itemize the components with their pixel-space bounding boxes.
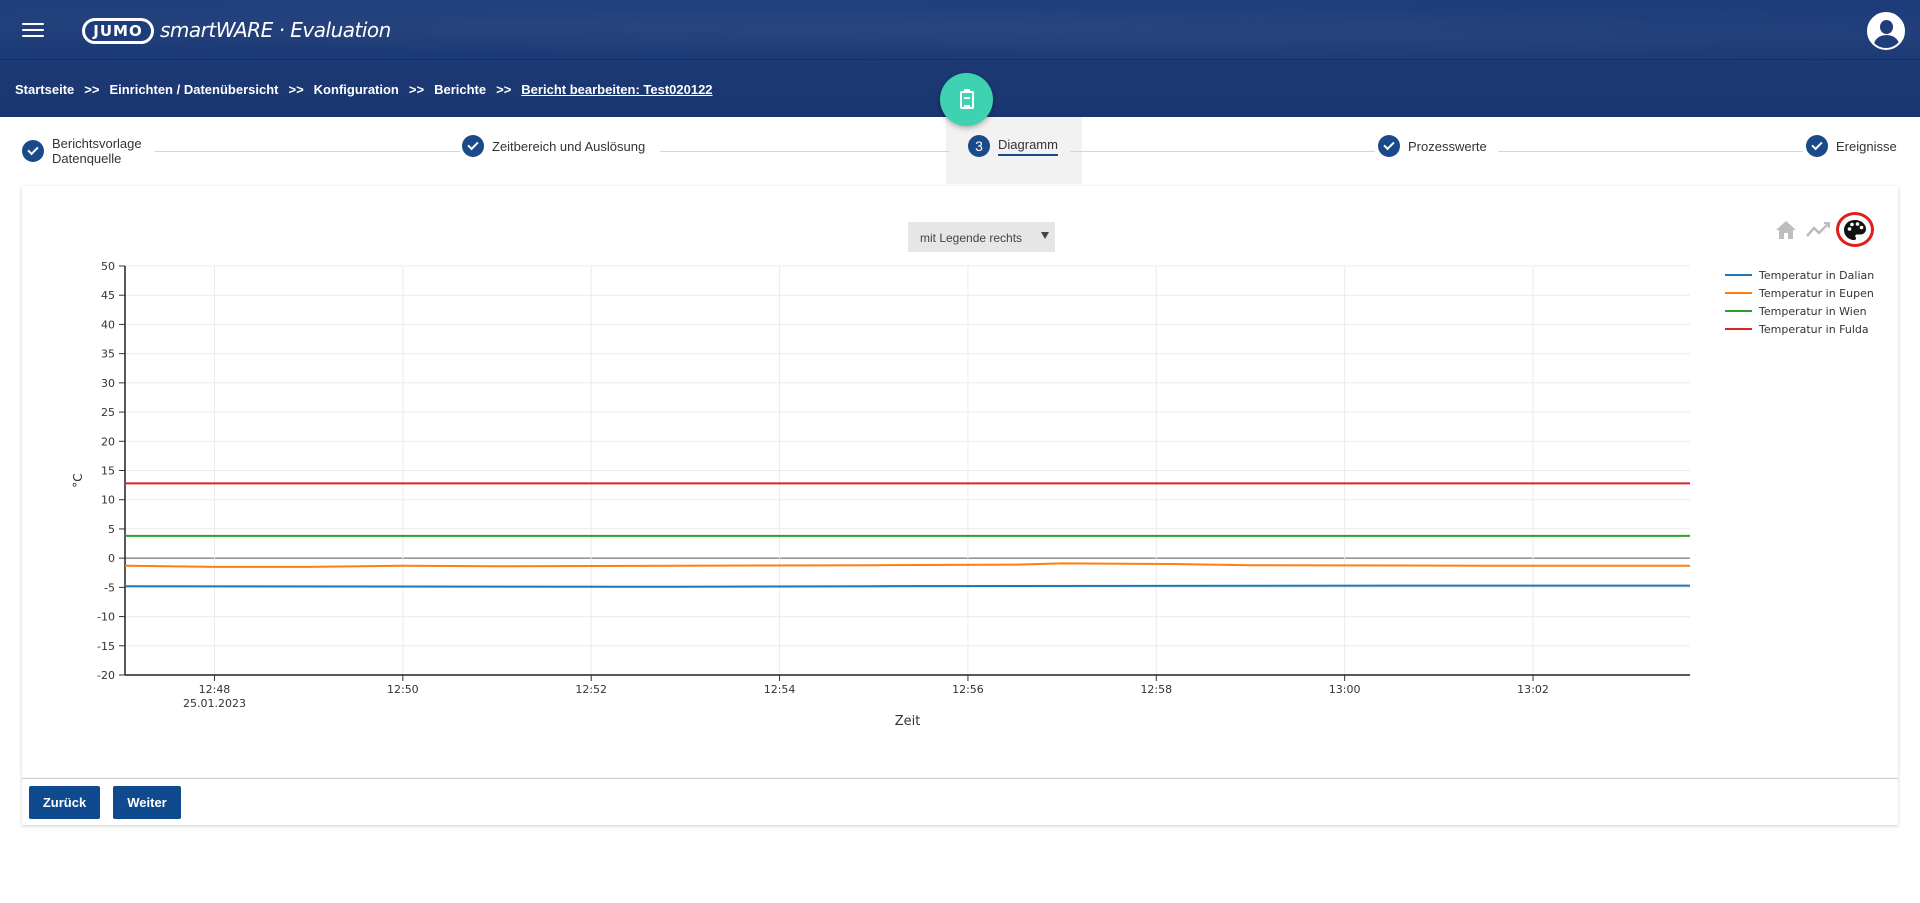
breadcrumb-separator: >> xyxy=(84,82,100,97)
y-tick-label: 20 xyxy=(101,435,115,448)
x-tick-label: 12:58 xyxy=(1140,683,1172,696)
x-axis-label: Zeit xyxy=(895,714,921,729)
x-tick-label: 13:00 xyxy=(1329,683,1361,696)
app-title: smartWARE · Evaluation xyxy=(160,18,391,42)
y-tick-label: 5 xyxy=(108,523,115,536)
palette-icon[interactable] xyxy=(1836,212,1874,247)
next-button[interactable]: Weiter xyxy=(113,786,181,819)
y-tick-label: 10 xyxy=(101,494,115,507)
logo-text: JUMO xyxy=(85,21,151,41)
top-bar: JUMO smartWARE · Evaluation xyxy=(0,0,1920,60)
y-tick-label: 0 xyxy=(108,552,115,565)
breadcrumb-item-data-overview[interactable]: Einrichten / Datenübersicht xyxy=(109,82,279,97)
breadcrumb: Startseite >> Einrichten / Datenübersich… xyxy=(15,82,713,97)
legend-entry: Temperatur in Wien xyxy=(1758,305,1867,318)
legend-position-select[interactable]: mit Legende rechts xyxy=(908,222,1055,252)
legend-entry: Temperatur in Fulda xyxy=(1758,323,1869,336)
breadcrumb-separator: >> xyxy=(288,82,304,97)
step-report-template[interactable]: Berichtsvorlage Datenquelle xyxy=(22,136,142,166)
legend-entry: Temperatur in Dalian xyxy=(1758,269,1874,282)
step-number: 3 xyxy=(968,135,990,157)
y-tick-label: -20 xyxy=(97,669,115,682)
y-tick-label: 15 xyxy=(101,465,115,478)
x-date-label: 25.01.2023 xyxy=(183,697,246,710)
y-tick-label: 40 xyxy=(101,318,115,331)
step-diagram[interactable]: 3 Diagramm xyxy=(968,135,1058,157)
x-tick-label: 12:52 xyxy=(575,683,607,696)
clipboard-fab-button[interactable] xyxy=(940,73,993,126)
jumo-logo: JUMO xyxy=(82,18,154,44)
home-icon[interactable] xyxy=(1772,216,1800,244)
user-avatar-icon[interactable] xyxy=(1867,12,1905,50)
y-axis-label: °C xyxy=(71,473,85,487)
y-tick-label: 30 xyxy=(101,377,115,390)
x-tick-label: 12:48 xyxy=(199,683,231,696)
check-icon xyxy=(1806,135,1828,157)
check-icon xyxy=(462,135,484,157)
series-line-1 xyxy=(124,584,1690,588)
hamburger-menu-icon[interactable] xyxy=(22,20,44,40)
step-label: Prozesswerte xyxy=(1408,138,1487,154)
step-connector xyxy=(155,151,460,152)
step-label: Diagramm xyxy=(998,137,1058,156)
y-tick-label: -5 xyxy=(104,581,115,594)
x-tick-label: 12:50 xyxy=(387,683,419,696)
step-time-range[interactable]: Zeitbereich und Auslösung xyxy=(462,135,645,157)
clipboard-icon xyxy=(959,88,974,109)
x-tick-label: 12:56 xyxy=(952,683,984,696)
legend-select-value: mit Legende rechts xyxy=(920,231,1023,245)
y-tick-label: 50 xyxy=(101,260,115,273)
footer-actions: Zurück Weiter xyxy=(22,778,1898,825)
x-tick-label: 13:02 xyxy=(1517,683,1549,696)
step-connector xyxy=(660,151,950,152)
y-tick-label: -10 xyxy=(97,611,115,624)
x-tick-label: 12:54 xyxy=(764,683,796,696)
step-label: Zeitbereich und Auslösung xyxy=(492,138,646,154)
step-process-values[interactable]: Prozesswerte xyxy=(1378,135,1487,157)
breadcrumb-separator: >> xyxy=(496,82,512,97)
breadcrumb-item-configuration[interactable]: Konfiguration xyxy=(313,82,399,97)
step-connector xyxy=(1498,151,1803,152)
breadcrumb-current[interactable]: Bericht bearbeiten: Test020122 xyxy=(521,82,713,97)
step-label-secondary: Datenquelle xyxy=(52,151,122,166)
app-header: JUMO smartWARE · Evaluation Startseite >… xyxy=(0,0,1920,117)
legend-entry: Temperatur in Eupen xyxy=(1758,287,1874,300)
caret-down-icon xyxy=(1041,232,1049,239)
breadcrumb-separator: >> xyxy=(408,82,425,97)
step-connector xyxy=(1070,151,1375,152)
check-icon xyxy=(22,140,44,162)
check-icon xyxy=(1378,135,1400,157)
back-button[interactable]: Zurück xyxy=(29,786,100,819)
breadcrumb-item-reports[interactable]: Berichte xyxy=(434,82,487,97)
chart-card: mit Legende rechts 50 45 40 35 30 25 20 15 10 5 0-… xyxy=(22,186,1898,778)
y-tick-label: -15 xyxy=(97,640,115,653)
y-tick-label: 35 xyxy=(101,348,115,361)
step-label: Berichtsvorlage xyxy=(52,136,142,151)
series-line-2 xyxy=(124,562,1690,568)
step-label: Ereignisse xyxy=(1836,138,1897,154)
step-events[interactable]: Ereignisse xyxy=(1806,135,1897,157)
stepper: Berichtsvorlage Datenquelle Zeitbereich … xyxy=(0,117,1920,187)
y-tick-label: 25 xyxy=(101,406,115,419)
temperature-chart: 50454035302520151050-5-10-15-2012:4825.0… xyxy=(71,260,1874,729)
y-tick-label: 45 xyxy=(101,289,115,302)
breadcrumb-item-start[interactable]: Startseite xyxy=(15,82,75,97)
trend-icon[interactable] xyxy=(1804,216,1832,244)
